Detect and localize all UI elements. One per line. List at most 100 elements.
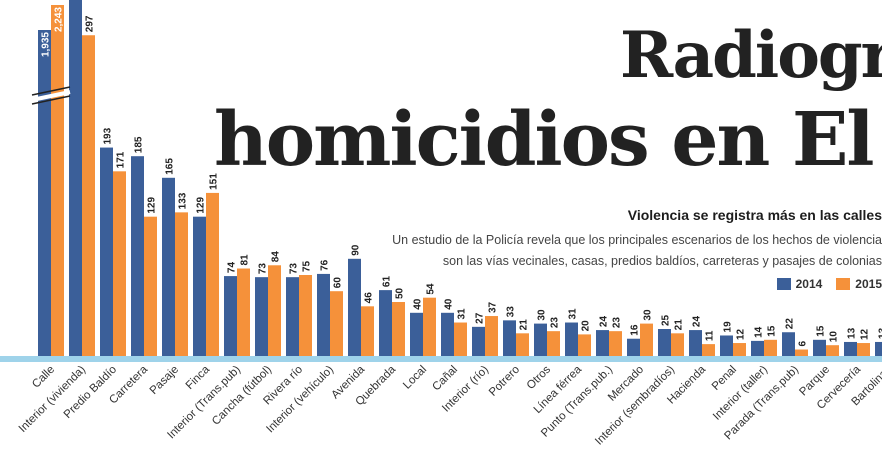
bar-2015-15 <box>516 333 529 356</box>
value-label-2015-20: 21 <box>674 319 685 331</box>
bar-2015-9 <box>330 291 343 356</box>
bar-2014-21 <box>689 330 702 356</box>
value-label-2015-19: 30 <box>643 309 654 321</box>
bar-2015-17 <box>578 334 591 356</box>
value-label-2015-2: 171 <box>116 151 127 168</box>
value-label-2014-4: 165 <box>165 158 176 175</box>
bar-2015-7 <box>268 265 281 356</box>
bar-2015-1 <box>82 35 95 357</box>
category-label-12: Local <box>401 364 429 392</box>
category-label-23: Interior (taller) <box>711 364 770 423</box>
value-label-2014-2: 193 <box>103 127 114 144</box>
value-label-2015-13: 31 <box>457 308 468 320</box>
bar-2015-11 <box>392 302 405 356</box>
bar-2014-14 <box>472 326 485 356</box>
legend-item-2015: 2015 <box>836 277 882 291</box>
value-label-2014-24: 22 <box>785 318 796 330</box>
bar-2014-5 <box>193 216 206 356</box>
value-label-2014-23: 14 <box>754 326 765 338</box>
value-label-2015-17: 20 <box>581 320 592 332</box>
value-label-2014-15: 33 <box>506 306 517 318</box>
value-label-2014-20: 25 <box>661 314 672 326</box>
category-label-22: Penal <box>710 364 739 393</box>
title-line-2: homicidios en El S <box>214 98 882 182</box>
legend-label-2014: 2014 <box>795 277 823 291</box>
bar-2015-6 <box>237 268 250 356</box>
bar-2014-3 <box>131 156 144 356</box>
bar-2014-8 <box>286 277 299 356</box>
value-label-2015-21: 11 <box>705 330 716 341</box>
value-label-2015-22: 12 <box>736 328 747 340</box>
legend-swatch-2015 <box>836 278 851 290</box>
value-label-2015-0: 2,243 <box>54 7 65 32</box>
value-label-2015-10: 46 <box>364 292 375 304</box>
baseline <box>0 356 882 362</box>
bar-2014-20 <box>658 329 671 356</box>
bar-2015-3 <box>144 216 157 356</box>
value-label-2014-13: 40 <box>444 298 455 310</box>
category-label-13: Cañal <box>430 364 460 394</box>
value-label-2015-6: 81 <box>240 254 251 266</box>
category-label-4: Pasaje <box>148 364 181 397</box>
value-label-2014-16: 30 <box>537 309 548 321</box>
bar-2014-6 <box>224 276 237 356</box>
description-line-1: Un estudio de la Policía revela que los … <box>392 233 882 247</box>
category-label-15: Potrero <box>487 364 522 399</box>
bar-2014-18 <box>596 330 609 356</box>
legend: 2014 2015 <box>776 277 882 291</box>
bar-2015-24 <box>795 349 808 356</box>
chart-subtitle: Violencia se registra más en las calles <box>627 207 882 223</box>
value-label-2014-3: 185 <box>134 136 145 153</box>
bar-2014-12 <box>410 312 423 356</box>
title-line-1: Radiogr <box>620 18 882 93</box>
legend-swatch-2014 <box>776 278 791 290</box>
value-label-2014-12: 40 <box>413 298 424 310</box>
value-label-2015-18: 23 <box>612 317 623 329</box>
bar-2015-21 <box>702 344 715 356</box>
axis-break-line-top <box>31 86 71 96</box>
value-label-2014-22: 19 <box>723 321 734 333</box>
bar-2015-10 <box>361 306 374 356</box>
value-label-2015-3: 129 <box>147 197 158 214</box>
value-label-2014-7: 73 <box>258 263 269 275</box>
bar-2014-0 <box>38 30 51 356</box>
value-label-2014-26: 13 <box>847 327 858 339</box>
category-label-16: Otros <box>525 363 554 392</box>
value-label-2015-15: 21 <box>519 319 530 331</box>
bar-2015-14 <box>485 316 498 356</box>
value-label-2014-10: 90 <box>351 244 362 256</box>
bar-2014-7 <box>255 277 268 356</box>
value-label-2014-27: 13 <box>878 327 882 339</box>
bar-2015-4 <box>175 212 188 356</box>
bar-2014-27 <box>875 341 882 356</box>
bar-2015-8 <box>299 275 312 356</box>
bar-2014-2 <box>100 147 113 356</box>
bar-2015-0 <box>51 5 64 356</box>
value-label-2015-14: 37 <box>488 301 499 313</box>
value-label-2014-0: 1,935 <box>41 32 52 57</box>
value-label-2015-1: 297 <box>85 15 96 32</box>
value-label-2015-7: 84 <box>271 251 282 263</box>
value-label-2014-17: 31 <box>568 308 579 320</box>
bar-2014-22 <box>720 335 733 356</box>
legend-label-2015: 2015 <box>855 277 882 291</box>
bar-2014-9 <box>317 273 330 356</box>
value-label-2015-16: 23 <box>550 317 561 329</box>
value-label-2015-9: 60 <box>333 277 344 289</box>
bar-2014-23 <box>751 340 764 356</box>
value-label-2014-14: 27 <box>475 312 486 324</box>
bar-2014-25 <box>813 339 826 356</box>
bar-2014-24 <box>782 332 795 356</box>
value-label-2014-9: 76 <box>320 259 331 271</box>
bar-2015-20 <box>671 333 684 356</box>
bar-2014-4 <box>162 177 175 356</box>
bar-2015-12 <box>423 297 436 356</box>
value-label-2015-12: 54 <box>426 283 437 295</box>
value-label-2015-5: 151 <box>209 173 220 190</box>
bar-2015-18 <box>609 331 622 356</box>
bar-2014-19 <box>627 338 640 356</box>
bar-2015-22 <box>733 343 746 356</box>
bar-2014-10 <box>348 258 361 356</box>
value-label-2015-25: 10 <box>829 331 840 343</box>
